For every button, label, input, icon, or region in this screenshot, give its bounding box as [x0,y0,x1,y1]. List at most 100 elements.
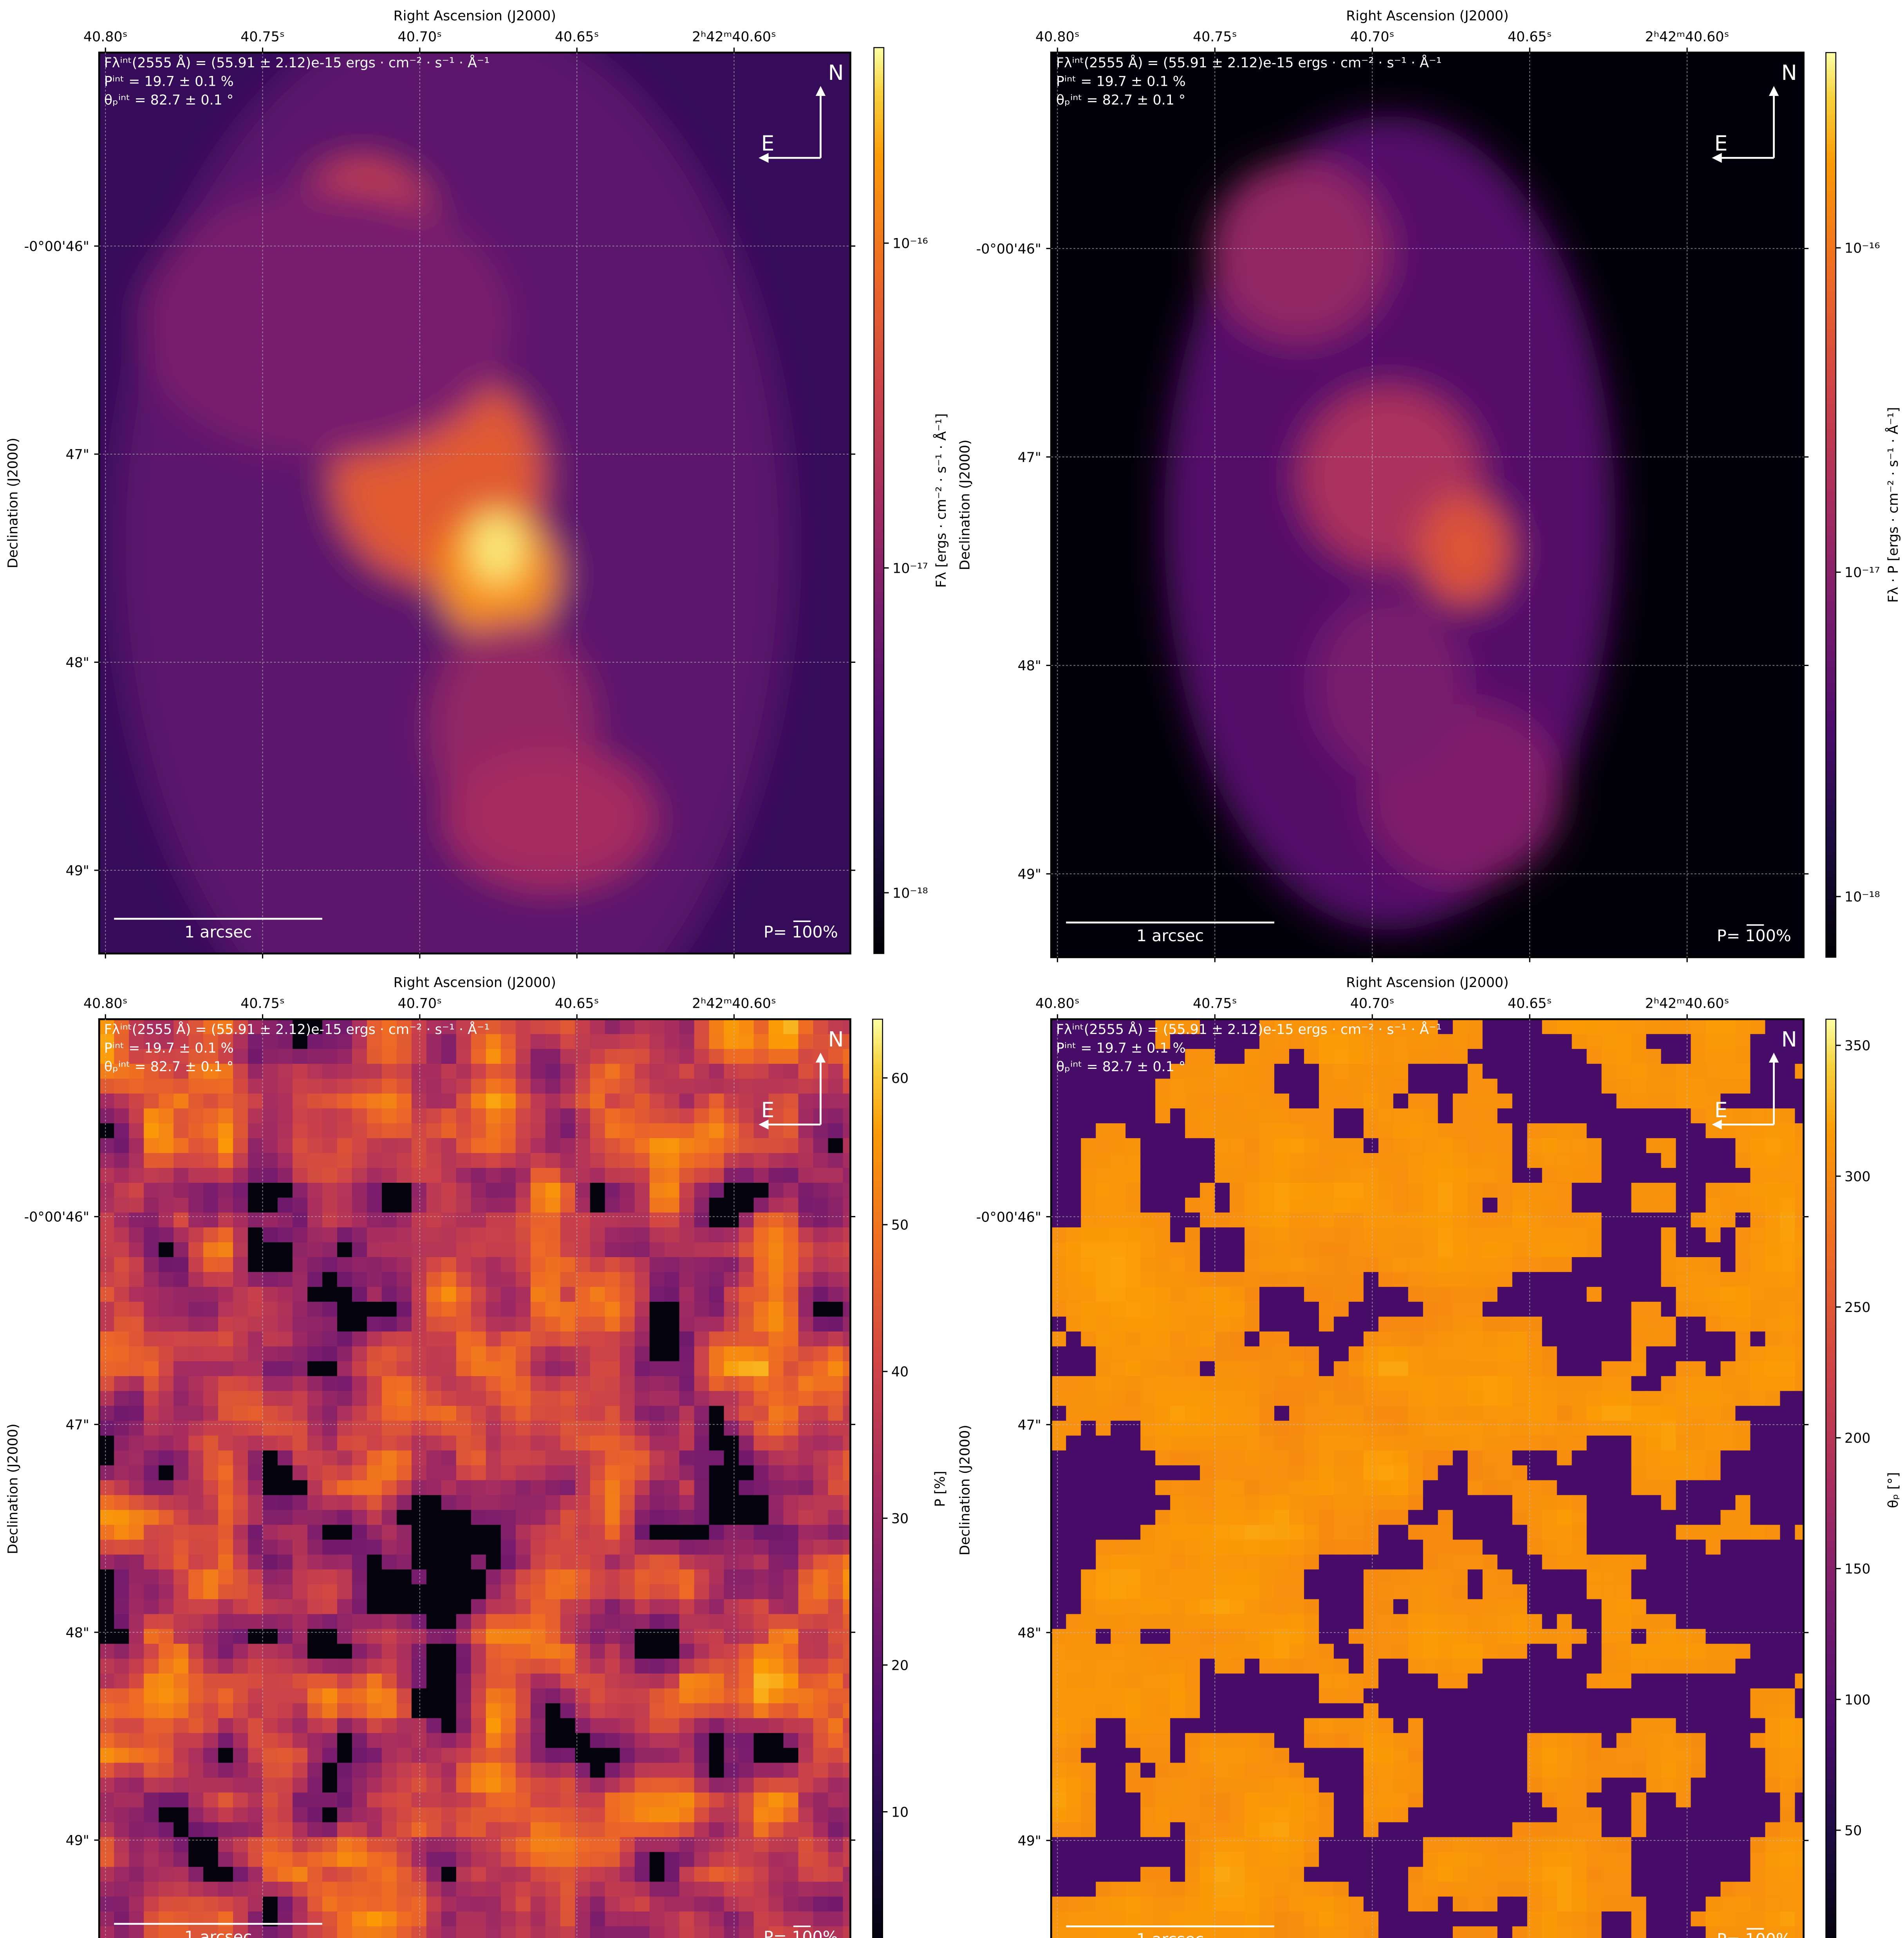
map-pixel [307,1287,323,1303]
map-pixel [396,1569,412,1585]
map-pixel [1051,1242,1067,1258]
map-pixel [129,1688,145,1704]
map-pixel [545,1584,561,1600]
map-pixel [590,1718,606,1734]
map-pixel [129,1212,145,1228]
map-pixel [441,1361,457,1377]
map-pixel [1572,1123,1588,1139]
map-pixel [545,1539,561,1555]
map-pixel [783,1019,799,1035]
map-pixel [724,1064,740,1079]
map-pixel [203,1435,219,1451]
map-pixel [1304,1153,1320,1169]
map-pixel [739,1733,755,1749]
map-pixel [545,1227,561,1243]
map-pixel [709,1287,725,1303]
map-pixel [753,1658,770,1675]
map-pixel [679,1049,695,1065]
map-pixel [634,1867,650,1882]
map-pixel [1200,1094,1216,1109]
map-pixel [768,1257,784,1273]
map-pixel [1081,1420,1097,1436]
map-pixel [441,1391,457,1407]
map-pixel [753,1748,770,1763]
map-pixel [1333,1108,1349,1124]
map-pixel [530,1673,546,1689]
map-pixel [129,1450,145,1466]
map-pixel [530,1019,546,1035]
map-pixel [1096,1242,1111,1258]
map-pixel [188,1718,204,1734]
map-pixel [620,1703,636,1719]
map-pixel [411,1212,427,1228]
map-pixel [173,1584,189,1600]
map-pixel [709,1882,725,1897]
map-pixel [649,1703,665,1719]
map-pixel [173,1287,189,1303]
map-pixel [159,1420,174,1436]
map-pixel [456,1599,472,1615]
map-pixel [263,1852,278,1868]
map-pixel [1125,1376,1141,1392]
map-pixel [203,1763,219,1778]
map-pixel [739,1079,755,1094]
map-pixel [322,1852,338,1868]
map-pixel [1259,1301,1275,1317]
map-pixel [396,1361,412,1377]
y-axis-title: Declination (J2000) [5,1424,21,1554]
map-pixel [203,1316,219,1332]
map-pixel [1333,1019,1349,1035]
map-pixel [530,1584,546,1600]
map-pixel [159,1450,174,1466]
map-pixel [1245,1316,1260,1332]
map-pixel [352,1346,368,1362]
map-pixel [1512,1153,1528,1169]
map-pixel [486,1867,502,1882]
map-pixel [1438,1079,1454,1094]
map-pixel [471,1926,487,1938]
map-pixel [1691,1376,1707,1392]
map-pixel [649,1688,665,1704]
map-pixel [798,1376,814,1392]
map-pixel [1408,1450,1424,1466]
map-pixel [1750,1212,1766,1228]
map-pixel [367,1465,383,1481]
map-pixel [1557,1435,1573,1451]
map-pixel [1066,1391,1082,1407]
map-pixel [1081,1450,1097,1466]
map-pixel [471,1257,487,1273]
map-pixel [1676,1435,1692,1451]
map-pixel [1245,1376,1260,1392]
map-pixel [1512,1391,1528,1407]
map-pixel [1304,1316,1320,1332]
map-pixel [203,1748,219,1763]
map-pixel [679,1108,695,1124]
map-pixel [739,1034,755,1050]
y-tick-label: 47" [66,447,89,463]
map-pixel [843,1272,851,1288]
map-pixel [1170,1094,1186,1109]
map-pixel [411,1391,427,1407]
map-pixel [1512,1242,1528,1258]
map-pixel [233,1867,249,1882]
map-pixel [545,1807,561,1823]
map-pixel [679,1435,695,1451]
map-pixel [188,1748,204,1763]
map-pixel [1081,1049,1097,1065]
map-pixel [739,1703,755,1719]
map-pixel [173,1926,189,1938]
map-pixel [709,1644,725,1660]
map-pixel [768,1064,784,1079]
map-pixel [337,1153,353,1169]
map-pixel [352,1227,368,1243]
map-pixel [144,1733,159,1749]
map-pixel [1274,1153,1290,1169]
map-pixel [1557,1450,1573,1466]
map-pixel [1601,1242,1617,1258]
map-pixel [1557,1331,1573,1347]
map-pixel [411,1168,427,1184]
map-pixel [99,1614,115,1630]
map-pixel [293,1569,308,1585]
map-pixel [1155,1019,1171,1035]
map-pixel [1051,1094,1067,1109]
